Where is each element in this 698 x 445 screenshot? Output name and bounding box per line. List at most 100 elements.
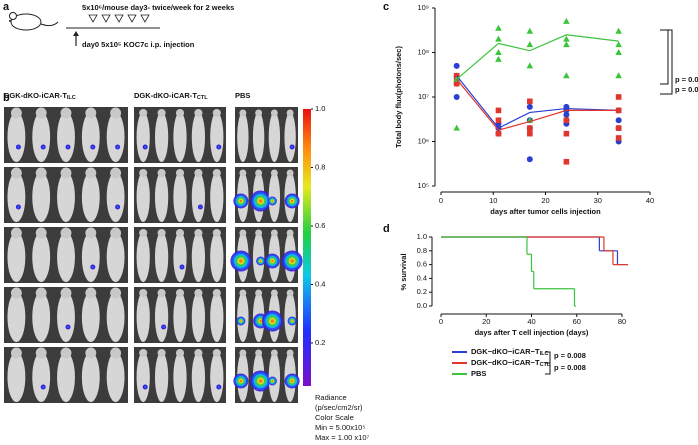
mouse-head bbox=[85, 167, 97, 179]
signal bbox=[239, 379, 243, 383]
y-tick-label: 0.0 bbox=[417, 301, 427, 310]
point bbox=[453, 62, 460, 69]
point bbox=[495, 55, 502, 62]
dose-text: 5x10⁶/mouse day3- twice/week for 2 weeks bbox=[82, 3, 234, 12]
mouse bbox=[173, 352, 187, 402]
mean-line bbox=[456, 75, 619, 129]
point bbox=[615, 49, 622, 55]
mouse-head bbox=[139, 168, 148, 178]
mouse-head bbox=[212, 168, 221, 178]
y-tick-label: 10⁸ bbox=[417, 47, 429, 56]
mouse-head bbox=[194, 168, 203, 178]
signal bbox=[290, 379, 294, 383]
mouse-head bbox=[194, 108, 203, 118]
colorbar-caption: Color Scale bbox=[315, 413, 354, 422]
mouse-head bbox=[255, 349, 263, 357]
y-tick-label: 0.8 bbox=[417, 246, 427, 255]
point bbox=[615, 72, 622, 79]
mouse-head bbox=[212, 228, 221, 238]
label: DGK-dKO-iCAR-TILC bbox=[4, 91, 76, 101]
colorbar-tick-label: 0.8 bbox=[315, 162, 325, 171]
signal bbox=[180, 265, 184, 269]
signal bbox=[91, 265, 95, 269]
mouse-head bbox=[255, 289, 263, 297]
mouse bbox=[191, 112, 206, 162]
colorbar-tick-label: 0.2 bbox=[315, 338, 325, 347]
mouse bbox=[237, 112, 249, 162]
mouse bbox=[191, 172, 206, 222]
mouse-head bbox=[270, 289, 278, 297]
mouse bbox=[154, 352, 169, 402]
mouse bbox=[173, 232, 187, 282]
mouse-head bbox=[194, 228, 203, 238]
mouse bbox=[7, 232, 26, 282]
signal bbox=[66, 325, 70, 329]
point bbox=[563, 158, 570, 165]
point bbox=[527, 98, 533, 105]
mouse bbox=[210, 172, 224, 222]
y-tick-label: 10⁵ bbox=[418, 181, 429, 190]
mouse-head bbox=[60, 287, 72, 299]
point bbox=[526, 41, 534, 48]
signal bbox=[17, 145, 20, 149]
mouse bbox=[57, 292, 75, 342]
panel-label: d bbox=[383, 223, 390, 235]
point bbox=[615, 125, 622, 131]
mouse-head bbox=[286, 169, 294, 177]
mouse bbox=[81, 172, 100, 222]
x-axis-title: days after tumor cells injection bbox=[490, 207, 601, 216]
point bbox=[615, 135, 622, 141]
mouse-head bbox=[60, 227, 72, 239]
signal bbox=[290, 199, 294, 203]
signal bbox=[258, 199, 263, 203]
mouse-head bbox=[139, 108, 148, 118]
signal bbox=[259, 319, 262, 323]
mouse-head bbox=[10, 287, 22, 299]
x-tick-label: 60 bbox=[573, 317, 581, 326]
colorbar bbox=[303, 109, 311, 386]
mouse-head bbox=[175, 228, 185, 238]
point bbox=[615, 41, 622, 48]
mouse bbox=[81, 112, 100, 162]
colorbar-caption: (p/sec/cm2/sr) bbox=[315, 403, 363, 412]
signal bbox=[259, 260, 262, 262]
mouse-head bbox=[175, 288, 185, 298]
mouse bbox=[57, 352, 75, 402]
mouse-head bbox=[60, 107, 72, 119]
mouse bbox=[57, 232, 75, 282]
mouse bbox=[57, 112, 75, 162]
mouse-head bbox=[157, 288, 166, 298]
mouse bbox=[268, 112, 281, 162]
colorbar-tick-label: 0.4 bbox=[315, 279, 325, 288]
point bbox=[453, 94, 460, 100]
mouse-head bbox=[60, 347, 72, 359]
signal bbox=[270, 319, 275, 323]
x-tick-label: 0 bbox=[439, 317, 443, 326]
point bbox=[615, 27, 622, 34]
mouse-head bbox=[286, 109, 294, 117]
mouse-head bbox=[239, 229, 247, 237]
y-tick-label: 0.6 bbox=[417, 260, 427, 269]
label-main: PBS bbox=[235, 91, 250, 100]
point bbox=[527, 130, 533, 137]
label: PBS bbox=[235, 91, 250, 100]
mouse bbox=[57, 172, 75, 222]
point bbox=[526, 156, 533, 163]
mouse bbox=[81, 232, 100, 282]
x-tick-label: 40 bbox=[646, 196, 654, 205]
point bbox=[453, 80, 460, 87]
signal bbox=[217, 385, 220, 389]
signal bbox=[239, 259, 243, 263]
mouse bbox=[191, 352, 206, 402]
signal bbox=[258, 379, 263, 383]
mouse-head bbox=[270, 109, 278, 117]
mouse bbox=[210, 292, 224, 342]
mean-line bbox=[456, 34, 619, 80]
label: DGK-dKO-iCAR-TCTL bbox=[134, 91, 208, 101]
mouse-head bbox=[35, 107, 47, 119]
mouse bbox=[106, 292, 125, 342]
mouse-head bbox=[270, 169, 278, 177]
mouse-head bbox=[85, 347, 97, 359]
signal bbox=[66, 145, 70, 149]
mouse bbox=[191, 232, 206, 282]
